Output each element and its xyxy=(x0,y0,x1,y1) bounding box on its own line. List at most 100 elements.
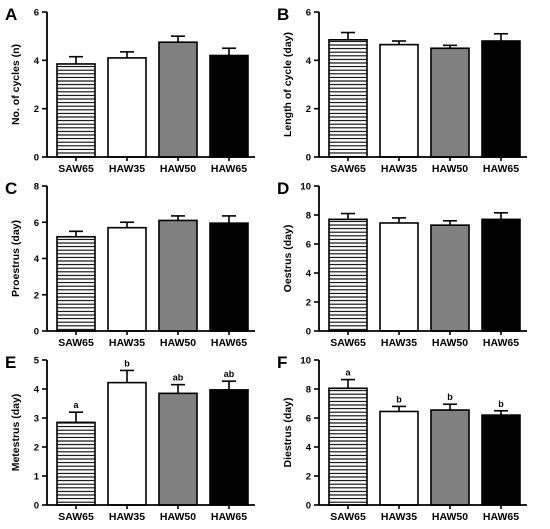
bar-saw65 xyxy=(328,218,368,332)
bar-haw65 xyxy=(481,414,521,506)
y-tick-label: 6 xyxy=(306,8,311,19)
category-label: HAW65 xyxy=(483,511,519,523)
category-label: HAW35 xyxy=(381,511,417,523)
panel-letter: E xyxy=(5,353,16,372)
y-tick-label: 0 xyxy=(34,327,39,338)
bar-haw35 xyxy=(107,381,147,506)
significance-label: a xyxy=(73,400,79,410)
category-label: HAW65 xyxy=(483,163,519,175)
panel-c: C Proestrus (day) SAW65 HAW35 HAW50 HAW65 0 2 4 6… xyxy=(5,179,255,349)
category-label: HAW35 xyxy=(381,163,417,175)
bar-saw65 xyxy=(56,235,96,332)
bar-haw65 xyxy=(209,389,249,506)
bar-haw50 xyxy=(158,219,198,332)
category-label: HAW35 xyxy=(381,337,417,349)
bar-saw65 xyxy=(56,421,96,506)
bar-haw50 xyxy=(158,41,198,158)
y-axis-title: Oestrus (day) xyxy=(282,225,294,293)
y-tick-label: 0 xyxy=(34,153,39,164)
bar-saw65 xyxy=(56,63,96,158)
y-tick-label: 0 xyxy=(306,153,311,164)
category-label: HAW50 xyxy=(160,163,196,175)
y-tick-label: 6 xyxy=(306,240,311,251)
category-label: SAW65 xyxy=(58,337,94,349)
category-label: HAW65 xyxy=(211,163,247,175)
y-tick-label: 2 xyxy=(34,104,39,115)
bar-haw50 xyxy=(430,47,470,158)
category-label: SAW65 xyxy=(58,511,94,523)
panel-e: E Metestrus (day) a SAW65 b HAW35 ab HAW50 ab HAW… xyxy=(5,353,255,523)
y-tick-label: 2 xyxy=(306,298,311,309)
bar-saw65 xyxy=(328,38,368,158)
category-label: HAW50 xyxy=(432,511,468,523)
y-tick-label: 4 xyxy=(306,56,312,67)
y-tick-label: 5 xyxy=(34,356,40,367)
bar-saw65 xyxy=(328,387,368,506)
significance-label: b xyxy=(124,358,130,368)
y-tick-label: 10 xyxy=(300,182,311,193)
significance-label: ab xyxy=(173,373,184,383)
y-axis-title: Length of cycle (day) xyxy=(282,32,294,137)
bar-haw50 xyxy=(430,224,470,332)
bar-haw35 xyxy=(379,43,419,158)
y-tick-label: 4 xyxy=(306,269,312,280)
panel-d: D Oestrus (day) SAW65 HAW35 HAW50 HAW65 0 2 4 6 8 1… xyxy=(277,179,527,349)
y-tick-label: 1 xyxy=(34,472,40,483)
bar-haw35 xyxy=(379,222,419,332)
bar-haw65 xyxy=(481,40,521,158)
bar-haw65 xyxy=(209,54,249,158)
category-label: HAW35 xyxy=(109,163,145,175)
category-label: SAW65 xyxy=(58,163,94,175)
y-tick-label: 8 xyxy=(306,211,311,222)
significance-label: a xyxy=(345,368,351,378)
panel-f: F Diestrus (day) a SAW65 b HAW35 b HAW50 b HAW65 0… xyxy=(277,353,527,523)
y-tick-label: 6 xyxy=(34,218,39,229)
category-label: SAW65 xyxy=(330,163,366,175)
category-label: HAW50 xyxy=(160,511,196,523)
y-tick-label: 6 xyxy=(306,414,311,425)
panel-a: A No. of cycles (n) SAW65 HAW35 HAW50 HAW65 0 2… xyxy=(5,5,255,175)
y-tick-label: 8 xyxy=(34,182,39,193)
category-label: HAW50 xyxy=(160,337,196,349)
y-axis-title: Metestrus (day) xyxy=(10,394,22,472)
category-label: HAW35 xyxy=(109,511,145,523)
bar-haw50 xyxy=(158,392,198,506)
category-label: SAW65 xyxy=(330,511,366,523)
significance-label: b xyxy=(396,394,402,404)
category-label: SAW65 xyxy=(330,337,366,349)
y-tick-label: 0 xyxy=(34,501,39,512)
bar-haw35 xyxy=(107,226,147,332)
y-tick-label: 0 xyxy=(306,501,311,512)
y-tick-label: 8 xyxy=(306,385,311,396)
y-axis-title: No. of cycles (n) xyxy=(10,44,22,125)
y-tick-label: 2 xyxy=(34,290,39,301)
y-tick-label: 4 xyxy=(306,443,312,454)
panel-letter: D xyxy=(277,179,289,198)
significance-label: b xyxy=(447,392,453,402)
y-tick-label: 4 xyxy=(34,385,40,396)
panel-b: B Length of cycle (day) SAW65 HAW35 HAW50 HAW… xyxy=(277,5,527,175)
panel-letter: C xyxy=(5,179,17,198)
bar-haw35 xyxy=(379,410,419,506)
significance-label: b xyxy=(498,399,504,409)
bar-haw65 xyxy=(209,222,249,332)
category-label: HAW65 xyxy=(483,337,519,349)
y-tick-label: 2 xyxy=(306,104,311,115)
y-tick-label: 10 xyxy=(300,356,311,367)
panel-letter: F xyxy=(277,353,287,372)
y-tick-label: 0 xyxy=(306,327,311,338)
category-label: HAW65 xyxy=(211,511,247,523)
y-tick-label: 6 xyxy=(34,8,39,19)
category-label: HAW50 xyxy=(432,337,468,349)
y-tick-label: 2 xyxy=(34,443,39,454)
bar-haw65 xyxy=(481,218,521,332)
bar-haw35 xyxy=(107,57,147,158)
y-tick-label: 2 xyxy=(306,472,311,483)
category-label: HAW65 xyxy=(211,337,247,349)
panel-letter: A xyxy=(5,5,17,24)
bar-haw50 xyxy=(430,409,470,506)
y-tick-label: 4 xyxy=(34,56,40,67)
significance-label: ab xyxy=(224,369,235,379)
panel-letter: B xyxy=(277,5,289,24)
